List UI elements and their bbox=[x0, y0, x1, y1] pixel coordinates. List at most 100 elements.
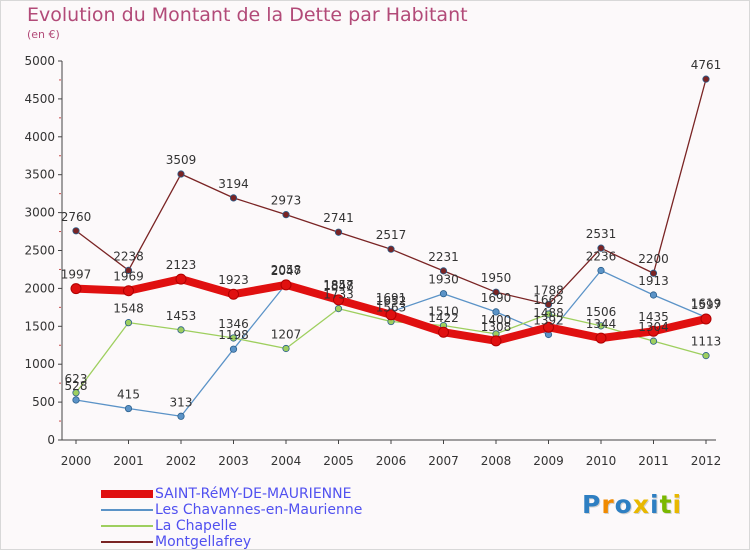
data-point bbox=[490, 335, 502, 347]
data-label: 2238 bbox=[113, 249, 144, 263]
legend-label: SAINT-RéMY-DE-MAURIENNE bbox=[155, 486, 352, 502]
data-label: 4761 bbox=[691, 58, 722, 72]
data-point bbox=[229, 334, 238, 342]
legend-item: La Chapelle bbox=[101, 518, 362, 534]
data-point bbox=[649, 269, 658, 277]
data-point bbox=[387, 245, 395, 253]
data-point bbox=[177, 412, 185, 420]
x-tick-label: 2003 bbox=[218, 454, 249, 468]
data-label: 1308 bbox=[481, 320, 512, 334]
data-point bbox=[333, 294, 344, 306]
x-tick-label: 2004 bbox=[271, 454, 302, 468]
data-point bbox=[649, 337, 658, 345]
legend-swatch bbox=[101, 525, 153, 527]
data-label: 2236 bbox=[586, 250, 617, 264]
data-point bbox=[385, 309, 397, 321]
x-tick-label: 2009 bbox=[533, 454, 564, 468]
legend-swatch bbox=[101, 509, 153, 511]
data-label: 1304 bbox=[638, 320, 669, 334]
y-tick-label: 500 bbox=[32, 395, 55, 409]
data-label: 2531 bbox=[586, 227, 617, 241]
data-point bbox=[72, 227, 80, 235]
data-label: 1662 bbox=[533, 293, 564, 307]
legend-item: SAINT-RéMY-DE-MAURIENNE bbox=[101, 486, 362, 502]
data-label: 1207 bbox=[271, 328, 302, 342]
x-tick-label: 2000 bbox=[61, 454, 92, 468]
data-point bbox=[124, 404, 133, 413]
data-label: 313 bbox=[170, 395, 193, 409]
data-point bbox=[124, 319, 133, 327]
data-point bbox=[177, 326, 185, 334]
data-label: 2760 bbox=[61, 210, 92, 224]
data-point bbox=[595, 332, 607, 344]
data-label: 1848 bbox=[323, 279, 354, 293]
data-point bbox=[597, 322, 605, 330]
data-label: 2741 bbox=[323, 211, 354, 225]
data-label: 2973 bbox=[271, 194, 302, 208]
x-tick-label: 2011 bbox=[638, 454, 669, 468]
data-point bbox=[228, 288, 239, 300]
data-label: 1597 bbox=[691, 298, 722, 312]
data-point bbox=[543, 321, 554, 333]
legend-label: Montgellafrey bbox=[155, 534, 252, 550]
y-tick-label: 1000 bbox=[24, 357, 55, 371]
y-tick-label: 5000 bbox=[24, 54, 55, 68]
data-label: 3509 bbox=[166, 153, 197, 167]
data-point bbox=[492, 308, 500, 316]
y-tick-label: 4500 bbox=[24, 92, 55, 106]
data-point bbox=[439, 267, 448, 275]
data-point bbox=[702, 352, 710, 360]
y-tick-label: 0 bbox=[47, 433, 55, 447]
data-point bbox=[124, 266, 133, 274]
data-label: 2231 bbox=[428, 250, 459, 264]
data-label: 528 bbox=[65, 379, 88, 393]
data-label: 1392 bbox=[533, 313, 564, 327]
data-label: 1453 bbox=[166, 309, 197, 323]
data-point bbox=[334, 228, 343, 236]
data-label: 1563 bbox=[376, 301, 407, 315]
data-point bbox=[72, 396, 80, 404]
y-tick-label: 1500 bbox=[24, 319, 55, 333]
data-label: 1913 bbox=[638, 274, 669, 288]
y-tick-label: 3000 bbox=[24, 206, 55, 220]
x-tick-label: 2008 bbox=[481, 454, 512, 468]
chart-legend: SAINT-RéMY-DE-MAURIENNE Les Chavannes-en-… bbox=[101, 486, 362, 550]
data-label: 2058 bbox=[271, 263, 302, 277]
data-point bbox=[700, 313, 712, 325]
y-tick-label: 4000 bbox=[24, 130, 55, 144]
chart-unit-label: (en €) bbox=[27, 28, 60, 41]
data-label: 1788 bbox=[533, 283, 564, 297]
legend-item: Montgellafrey bbox=[101, 534, 362, 550]
data-label: 1691 bbox=[376, 291, 407, 305]
x-tick-label: 2005 bbox=[323, 454, 354, 468]
y-tick-label: 3500 bbox=[24, 168, 55, 182]
data-point bbox=[492, 288, 500, 296]
data-label: 1652 bbox=[376, 294, 407, 308]
data-point bbox=[123, 285, 134, 297]
data-point bbox=[72, 389, 80, 397]
data-label: 1506 bbox=[586, 305, 617, 319]
data-label: 2123 bbox=[166, 258, 197, 272]
data-label: 415 bbox=[117, 388, 140, 402]
x-tick-label: 2007 bbox=[428, 454, 459, 468]
data-label: 623 bbox=[65, 372, 88, 386]
data-label: 1435 bbox=[638, 310, 669, 324]
data-label: 1923 bbox=[218, 273, 249, 287]
data-label: 1997 bbox=[61, 268, 92, 282]
data-label: 1548 bbox=[113, 302, 144, 316]
data-point bbox=[597, 266, 605, 275]
data-label: 2047 bbox=[271, 264, 302, 278]
data-label: 1344 bbox=[586, 317, 617, 331]
legend-swatch bbox=[101, 490, 153, 498]
data-point bbox=[282, 211, 290, 219]
data-point bbox=[544, 300, 553, 309]
legend-item: Les Chavannes-en-Maurienne bbox=[101, 502, 362, 518]
y-tick-label: 2500 bbox=[24, 244, 55, 258]
x-tick-label: 2010 bbox=[586, 454, 617, 468]
data-point bbox=[597, 244, 605, 252]
data-label: 1422 bbox=[428, 311, 459, 325]
x-tick-label: 2001 bbox=[113, 454, 144, 468]
data-label: 1969 bbox=[113, 270, 144, 284]
data-label: 1930 bbox=[428, 273, 459, 287]
